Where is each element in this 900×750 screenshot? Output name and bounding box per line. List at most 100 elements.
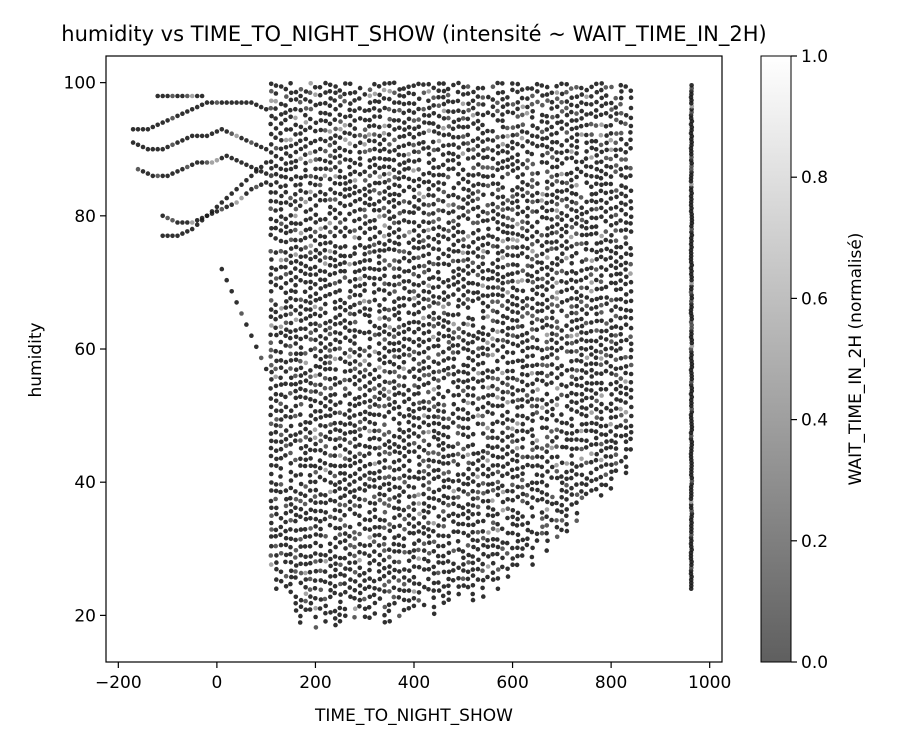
scatter-point <box>510 285 516 291</box>
scatter-point <box>377 497 383 503</box>
scatter-point <box>524 363 530 369</box>
scatter-point <box>293 496 299 502</box>
scatter-point <box>579 232 585 238</box>
colorbar-tick-label: 0.6 <box>801 289 828 309</box>
scatter-point <box>480 404 486 410</box>
scatter-point <box>555 325 560 331</box>
scatter-point <box>406 84 411 90</box>
scatter-point <box>407 258 412 264</box>
scatter-point <box>337 312 343 318</box>
scatter-point <box>333 133 338 138</box>
scatter-point <box>411 255 417 261</box>
scatter-point <box>382 337 388 342</box>
scatter-point <box>377 396 382 402</box>
scatter-point <box>505 252 510 258</box>
scatter-point <box>406 326 412 332</box>
scatter-point <box>337 261 343 267</box>
scatter-point <box>500 489 506 495</box>
scatter-point <box>302 235 308 241</box>
scatter-point <box>362 463 368 469</box>
scatter-point <box>372 586 377 591</box>
scatter-point <box>574 464 579 469</box>
scatter-point <box>480 293 486 298</box>
scatter-point <box>411 220 417 225</box>
scatter-point <box>534 410 540 415</box>
scatter-point <box>485 183 491 189</box>
scatter-point <box>589 420 594 426</box>
scatter-point <box>308 330 314 336</box>
scatter-point <box>436 208 441 213</box>
scatter-point <box>594 296 599 302</box>
scatter-point <box>386 474 392 480</box>
scatter-point <box>416 598 422 603</box>
scatter-point <box>520 358 525 364</box>
scatter-point <box>510 418 515 423</box>
scatter-point <box>283 510 289 516</box>
scatter-point <box>456 584 462 589</box>
scatter-point <box>367 353 372 358</box>
scatter-point <box>381 233 387 239</box>
scatter-point <box>569 399 574 405</box>
scatter-point <box>308 173 314 179</box>
scatter-point <box>382 422 387 428</box>
scatter-point <box>338 562 343 568</box>
scatter-point <box>485 409 490 415</box>
scatter-point <box>583 172 589 178</box>
scatter-point <box>495 586 501 592</box>
scatter-point <box>559 268 565 274</box>
scatter-point <box>381 87 387 93</box>
scatter-point <box>273 250 279 255</box>
scatter-point <box>456 205 462 210</box>
scatter-point <box>377 303 382 308</box>
scatter-point <box>554 524 560 530</box>
scatter-point <box>579 316 584 322</box>
scatter-point <box>377 248 383 253</box>
scatter-point <box>564 287 570 293</box>
scatter-point <box>545 499 550 505</box>
scatter-point <box>347 585 353 590</box>
scatter-point <box>362 200 368 206</box>
scatter-point <box>535 238 540 244</box>
scatter-point <box>475 379 481 384</box>
scatter-point <box>313 596 318 601</box>
scatter-point <box>219 200 225 205</box>
scatter-point <box>317 606 323 611</box>
scatter-point <box>165 233 170 239</box>
scatter-point <box>406 449 412 455</box>
scatter-point <box>436 113 442 119</box>
scatter-point <box>599 103 604 109</box>
scatter-point <box>594 398 599 404</box>
scatter-point <box>539 284 545 289</box>
scatter-point <box>377 208 382 213</box>
scatter-point <box>338 126 343 132</box>
scatter-point <box>609 332 614 338</box>
scatter-point <box>312 578 318 583</box>
scatter-point <box>450 420 456 425</box>
scatter-point <box>593 391 599 396</box>
scatter-point <box>347 149 353 155</box>
scatter-point <box>392 90 397 96</box>
scatter-point <box>416 96 422 102</box>
scatter-point <box>554 435 559 440</box>
scatter-point <box>382 156 388 162</box>
scatter-point <box>466 147 471 153</box>
scatter-point <box>268 445 274 451</box>
scatter-point <box>549 302 555 307</box>
scatter-point <box>588 403 594 409</box>
scatter-point <box>431 85 437 91</box>
scatter-point <box>574 296 580 302</box>
scatter-point <box>396 404 402 410</box>
scatter-point <box>539 214 545 220</box>
scatter-point <box>554 246 559 251</box>
scatter-point <box>520 471 525 477</box>
scatter-point <box>165 215 170 221</box>
scatter-point <box>613 348 619 353</box>
scatter-point <box>436 232 441 238</box>
scatter-point <box>505 109 511 115</box>
scatter-point <box>372 91 378 97</box>
scatter-point <box>366 605 372 610</box>
scatter-point <box>471 121 476 126</box>
scatter-point <box>367 444 373 450</box>
scatter-point <box>544 186 550 191</box>
scatter-point <box>465 201 471 206</box>
